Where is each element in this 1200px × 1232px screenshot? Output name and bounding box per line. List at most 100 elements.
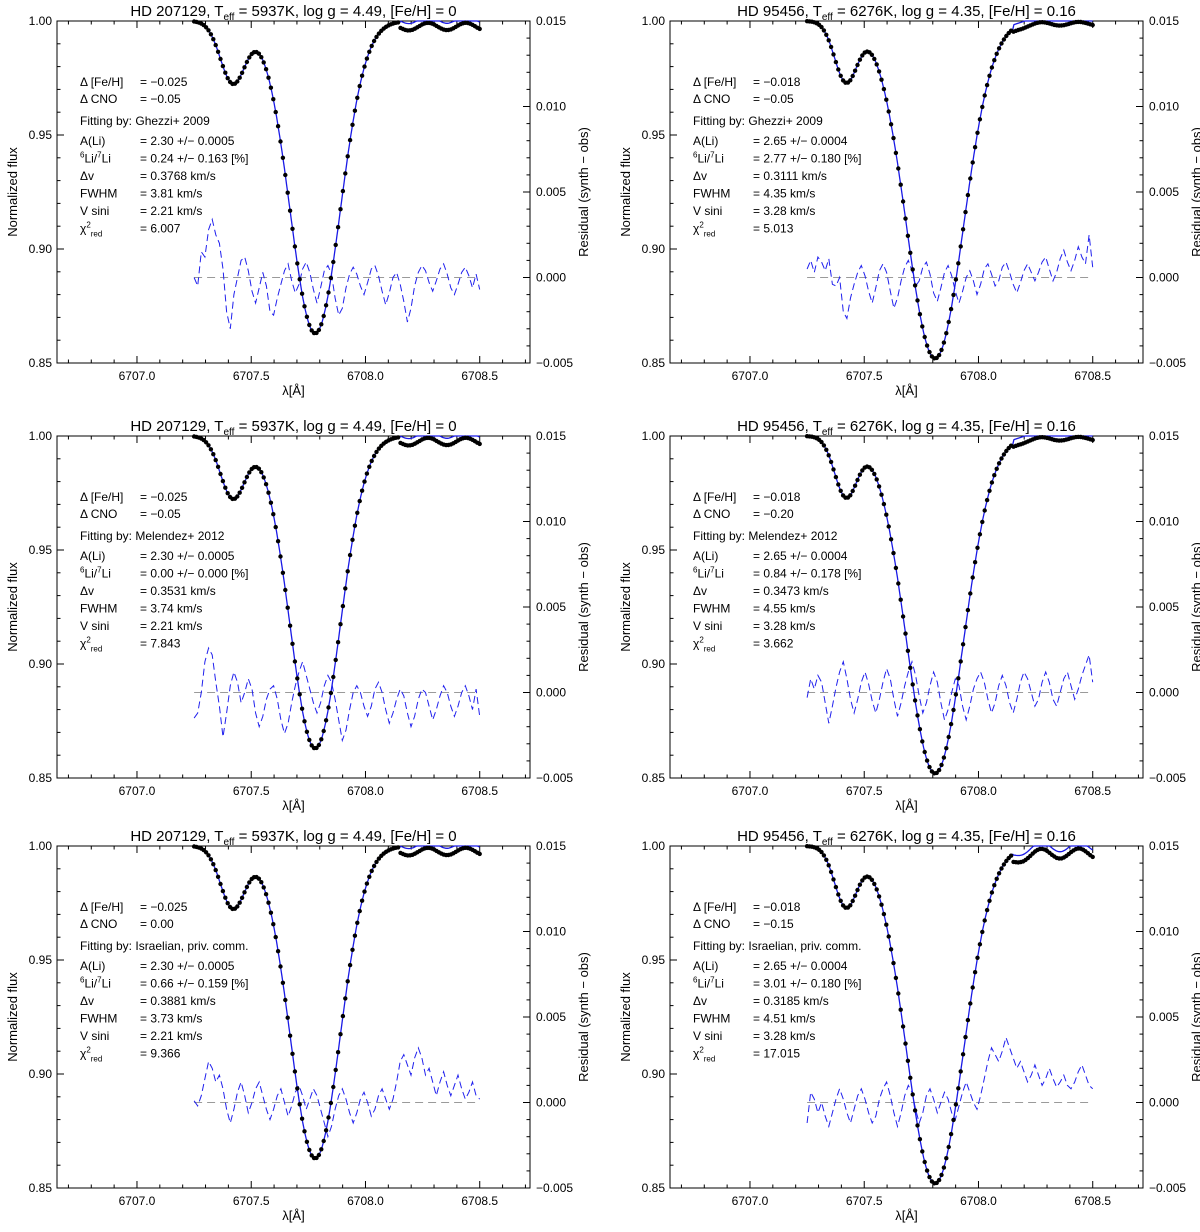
observed-point — [326, 1115, 331, 1120]
param-label: Δ CNO — [80, 92, 117, 106]
observed-point — [355, 95, 360, 101]
y2-axis-label: Residual (synth − obs) — [576, 952, 591, 1082]
panel-title: HD 207129, Teff = 5937K, log g = 4.49, [… — [130, 418, 456, 438]
observed-point — [819, 849, 824, 855]
observed-point — [323, 718, 329, 723]
observed-point — [247, 470, 252, 475]
observed-point — [977, 942, 983, 947]
y-tick-label: 0.85 — [29, 1181, 53, 1195]
observed-point — [908, 665, 913, 670]
result-label: FWHM — [80, 602, 117, 616]
observed-point — [953, 277, 959, 282]
fitting-source: Fitting by: Ghezzi+ 2009 — [80, 114, 210, 128]
fitting-source: Fitting by: Melendez+ 2012 — [80, 529, 225, 543]
observed-point — [828, 44, 834, 50]
observed-point — [896, 581, 901, 586]
observed-point — [994, 51, 999, 56]
observed-point — [215, 874, 221, 879]
y-tick-label: 0.85 — [29, 356, 53, 370]
y-tick-label: 0.90 — [642, 657, 666, 671]
observed-point — [958, 659, 963, 664]
observed-point — [963, 209, 968, 215]
observed-point — [824, 857, 829, 862]
observed-point — [319, 322, 324, 327]
observed-point — [876, 894, 882, 899]
observed-point — [946, 319, 951, 325]
y2-tick-label: 0.005 — [1149, 600, 1179, 614]
observed-point — [215, 49, 221, 54]
observed-point — [347, 137, 353, 143]
observed-point — [328, 690, 334, 696]
y-axis-label: Normalized flux — [618, 972, 633, 1062]
observed-point — [821, 443, 827, 448]
panel-6: HD 95456, Teff = 6276K, log g = 4.35, [F… — [618, 828, 1200, 1223]
observed-point — [872, 471, 877, 477]
result-value: = 17.015 — [753, 1047, 800, 1061]
observed-point — [395, 845, 401, 850]
observed-point — [352, 108, 358, 113]
observed-point — [347, 962, 353, 968]
observed-point — [319, 1147, 324, 1152]
observed-point — [314, 330, 319, 336]
result-value: = 0.3881 km/s — [140, 994, 216, 1008]
observed-points — [804, 434, 1095, 776]
observed-point — [910, 267, 915, 272]
observed-point — [905, 233, 911, 238]
observed-point — [891, 135, 896, 141]
observed-point — [357, 908, 362, 914]
y-axis-label: Normalized flux — [618, 562, 633, 652]
observed-point — [369, 43, 374, 49]
observed-point — [893, 150, 899, 156]
observed-point — [848, 493, 853, 498]
residual-series — [193, 646, 481, 743]
observed-point — [968, 176, 973, 181]
result-value: = 3.81 km/s — [140, 187, 202, 201]
panel-3: HD 207129, Teff = 5937K, log g = 4.49, [… — [5, 418, 591, 813]
observed-point — [220, 478, 226, 484]
observed-point — [244, 59, 250, 65]
observed-point — [838, 898, 843, 903]
panel-title: HD 95456, Teff = 6276K, log g = 4.35, [F… — [737, 418, 1076, 438]
result-label: Δv — [693, 994, 707, 1008]
model-spectrum — [193, 845, 481, 1160]
observed-point — [242, 890, 247, 895]
result-value: = 3.28 km/s — [753, 204, 815, 218]
observed-point — [910, 682, 915, 687]
observed-point — [287, 1033, 293, 1038]
result-value: = 0.84 +/− 0.178 [%] — [753, 567, 861, 581]
observed-point — [946, 734, 951, 740]
observed-point — [982, 93, 987, 98]
observed-point — [903, 631, 908, 636]
result-value: = 3.01 +/− 0.180 [%] — [753, 977, 861, 991]
y-tick-label: 1.00 — [642, 429, 666, 443]
observed-point — [218, 471, 223, 477]
observed-point — [352, 523, 358, 528]
observed-point — [968, 591, 973, 596]
y-tick-label: 0.90 — [642, 1067, 666, 1081]
observed-point — [850, 488, 855, 494]
observed-point — [838, 488, 843, 493]
observed-point — [836, 482, 841, 487]
observed-point — [891, 960, 896, 966]
observed-point — [355, 510, 360, 515]
observed-point — [896, 166, 901, 171]
observed-point — [206, 853, 211, 858]
observed-point — [852, 483, 858, 488]
observed-point — [857, 472, 863, 477]
param-value: = −0.05 — [140, 507, 181, 521]
result-value: = 9.366 — [140, 1047, 181, 1061]
result-label: χ2red — [80, 1046, 102, 1064]
observed-point — [980, 519, 985, 525]
observed-point — [833, 884, 839, 890]
observed-point — [881, 86, 887, 92]
result-value: = 2.21 km/s — [140, 1029, 202, 1043]
observed-point — [292, 244, 298, 249]
observed-point — [869, 52, 875, 57]
observed-point — [225, 491, 230, 496]
observed-point — [261, 885, 266, 890]
observed-point — [331, 259, 336, 265]
observed-point — [256, 876, 262, 881]
observed-point — [874, 62, 879, 67]
observed-point — [319, 737, 324, 742]
observed-point — [237, 900, 242, 905]
